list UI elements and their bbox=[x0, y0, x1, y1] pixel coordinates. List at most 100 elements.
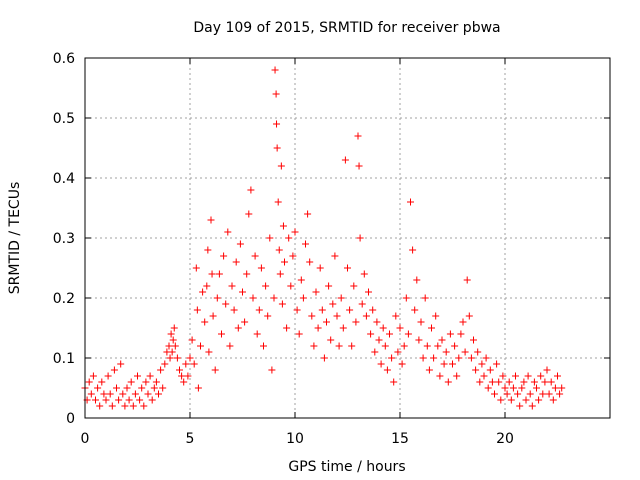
data-point bbox=[455, 354, 463, 362]
data-point bbox=[411, 306, 419, 314]
data-point bbox=[123, 384, 131, 392]
data-point bbox=[215, 270, 223, 278]
data-point bbox=[222, 300, 230, 308]
data-point bbox=[205, 348, 213, 356]
data-point bbox=[260, 342, 267, 350]
y-tick-label: 0.4 bbox=[53, 171, 75, 187]
y-tick-label: 0.3 bbox=[53, 231, 75, 247]
data-point bbox=[134, 372, 141, 380]
data-point bbox=[281, 258, 288, 266]
data-point bbox=[386, 330, 393, 338]
data-point bbox=[442, 348, 450, 356]
data-point bbox=[407, 198, 414, 206]
data-point bbox=[92, 396, 99, 404]
data-point bbox=[274, 198, 282, 206]
data-point bbox=[484, 384, 492, 392]
data-point bbox=[396, 324, 404, 332]
data-point bbox=[199, 288, 207, 296]
data-point bbox=[413, 276, 421, 284]
axis-ticks: 0 5 10 15 20 0 0.1 0.2 0.3 0.4 0.5 0.6 bbox=[53, 51, 610, 447]
data-point bbox=[346, 306, 354, 314]
data-point bbox=[89, 372, 97, 380]
data-point bbox=[169, 336, 177, 344]
data-point bbox=[524, 372, 532, 380]
data-point bbox=[367, 330, 375, 338]
data-point bbox=[409, 246, 417, 254]
data-point bbox=[335, 342, 343, 350]
data-point bbox=[268, 366, 276, 374]
data-point bbox=[207, 216, 215, 224]
data-point bbox=[241, 318, 249, 326]
data-point bbox=[333, 312, 341, 320]
y-tick-label: 0.6 bbox=[53, 51, 75, 67]
data-point bbox=[203, 282, 211, 290]
data-point bbox=[249, 294, 257, 302]
data-point bbox=[224, 228, 232, 236]
data-point bbox=[341, 156, 349, 164]
x-tick-label: 5 bbox=[186, 431, 195, 447]
data-point bbox=[402, 294, 410, 302]
data-point bbox=[400, 342, 408, 350]
data-point bbox=[264, 312, 272, 320]
data-point bbox=[279, 222, 287, 230]
y-tick-label: 0 bbox=[66, 411, 75, 427]
data-point bbox=[184, 372, 192, 380]
data-point bbox=[148, 396, 156, 404]
data-point bbox=[178, 372, 186, 380]
data-point bbox=[277, 162, 285, 170]
data-point bbox=[421, 294, 429, 302]
data-point bbox=[493, 360, 501, 368]
data-point bbox=[245, 210, 253, 218]
x-tick-label: 15 bbox=[391, 431, 409, 447]
data-point bbox=[257, 264, 265, 272]
data-point bbox=[283, 324, 291, 332]
data-point bbox=[270, 294, 278, 302]
data-point bbox=[323, 318, 330, 326]
data-point bbox=[369, 306, 377, 314]
data-point bbox=[478, 360, 486, 368]
data-point bbox=[218, 330, 225, 338]
data-point bbox=[503, 390, 511, 398]
data-point bbox=[272, 90, 280, 98]
data-point bbox=[495, 378, 503, 386]
data-point bbox=[505, 378, 513, 386]
data-point bbox=[499, 372, 507, 380]
data-point bbox=[446, 330, 454, 338]
data-point bbox=[522, 396, 530, 404]
data-point bbox=[463, 276, 471, 284]
data-point bbox=[155, 390, 162, 398]
data-point bbox=[121, 402, 129, 410]
data-point bbox=[262, 282, 270, 290]
data-point bbox=[541, 378, 549, 386]
data-point bbox=[543, 366, 551, 374]
data-point bbox=[236, 240, 244, 248]
data-point bbox=[360, 270, 368, 278]
data-point bbox=[171, 342, 179, 350]
data-point bbox=[204, 246, 212, 254]
data-point bbox=[320, 354, 328, 362]
data-point bbox=[350, 282, 358, 290]
data-point bbox=[115, 396, 123, 404]
x-tick-label: 20 bbox=[496, 431, 514, 447]
data-point bbox=[165, 342, 173, 350]
data-point bbox=[234, 324, 242, 332]
y-tick-label: 0.2 bbox=[53, 291, 75, 307]
data-point bbox=[113, 384, 120, 392]
data-point bbox=[253, 330, 261, 338]
data-point bbox=[465, 312, 473, 320]
data-point bbox=[136, 396, 144, 404]
data-point bbox=[159, 384, 167, 392]
data-point bbox=[539, 390, 547, 398]
data-point bbox=[526, 390, 534, 398]
data-point bbox=[482, 354, 490, 362]
data-point bbox=[197, 342, 204, 350]
data-point bbox=[444, 378, 452, 386]
data-point bbox=[365, 288, 372, 296]
data-point bbox=[362, 312, 370, 320]
data-point bbox=[110, 366, 118, 374]
data-point bbox=[168, 348, 176, 356]
data-point bbox=[232, 258, 240, 266]
data-point bbox=[239, 288, 246, 296]
data-point bbox=[310, 342, 318, 350]
